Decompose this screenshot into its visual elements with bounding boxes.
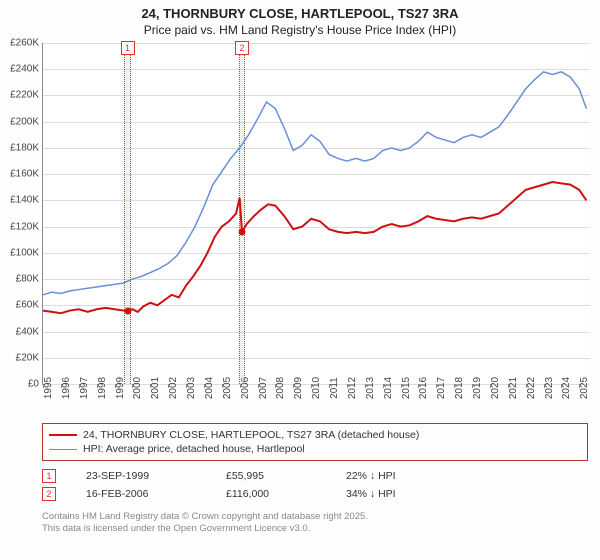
sale-delta: 34% ↓ HPI [346, 488, 446, 500]
y-axis-label: £200K [10, 116, 39, 127]
chart-title: 24, THORNBURY CLOSE, HARTLEPOOL, TS27 3R… [0, 6, 600, 21]
chart-area: £0£20K£40K£60K£80K£100K£120K£140K£160K£1… [42, 43, 590, 413]
series-svg [43, 43, 590, 384]
y-axis-label: £240K [10, 64, 39, 75]
legend-label-hpi: HPI: Average price, detached house, Hart… [83, 443, 305, 455]
y-axis-label: £60K [16, 300, 39, 311]
y-axis-label: £40K [16, 326, 39, 337]
sale-marker-dot [124, 307, 131, 314]
legend: 24, THORNBURY CLOSE, HARTLEPOOL, TS27 3R… [42, 423, 588, 461]
sale-price: £55,995 [226, 470, 316, 482]
y-axis-label: £160K [10, 169, 39, 180]
sale-date: 23-SEP-1999 [86, 470, 196, 482]
plot-region: £0£20K£40K£60K£80K£100K£120K£140K£160K£1… [42, 43, 590, 385]
y-axis-label: £260K [10, 38, 39, 49]
sales-table: 1 23-SEP-1999 £55,995 22% ↓ HPI 2 16-FEB-2006… [42, 467, 588, 503]
attribution-line1: Contains HM Land Registry data © Crown c… [42, 511, 588, 523]
chart-container: 24, THORNBURY CLOSE, HARTLEPOOL, TS27 3R… [0, 0, 600, 560]
y-axis-label: £180K [10, 142, 39, 153]
y-axis-label: £0 [28, 379, 39, 390]
y-axis-label: £100K [10, 247, 39, 258]
legend-label-price: 24, THORNBURY CLOSE, HARTLEPOOL, TS27 3R… [83, 429, 419, 441]
y-axis-label: £220K [10, 90, 39, 101]
y-axis-label: £80K [16, 274, 39, 285]
legend-swatch-hpi [49, 449, 77, 450]
legend-item-price: 24, THORNBURY CLOSE, HARTLEPOOL, TS27 3R… [49, 428, 581, 442]
legend-swatch-price [49, 434, 77, 436]
title-block: 24, THORNBURY CLOSE, HARTLEPOOL, TS27 3R… [0, 0, 600, 39]
sale-marker-dot [238, 228, 245, 235]
series-line-price_paid [43, 182, 586, 313]
y-axis-label: £140K [10, 195, 39, 206]
sale-id-box: 2 [42, 487, 56, 501]
sales-row: 2 16-FEB-2006 £116,000 34% ↓ HPI [42, 485, 588, 503]
sale-price: £116,000 [226, 488, 316, 500]
sale-date: 16-FEB-2006 [86, 488, 196, 500]
sale-id-box: 1 [42, 469, 56, 483]
series-line-hpi [43, 72, 586, 295]
y-axis-label: £20K [16, 352, 39, 363]
chart-subtitle: Price paid vs. HM Land Registry's House … [0, 23, 600, 37]
y-axis-label: £120K [10, 221, 39, 232]
sale-delta: 22% ↓ HPI [346, 470, 446, 482]
attribution-line2: This data is licensed under the Open Gov… [42, 523, 588, 535]
attribution: Contains HM Land Registry data © Crown c… [42, 511, 588, 535]
sales-row: 1 23-SEP-1999 £55,995 22% ↓ HPI [42, 467, 588, 485]
legend-item-hpi: HPI: Average price, detached house, Hart… [49, 442, 581, 456]
